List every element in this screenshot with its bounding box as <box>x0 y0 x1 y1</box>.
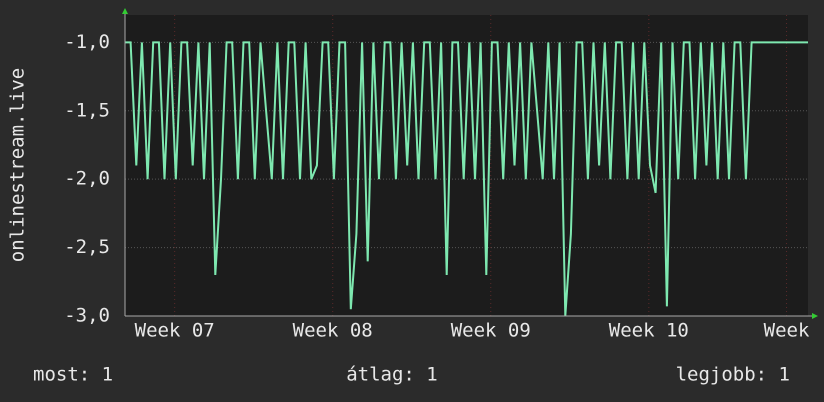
legend-avg: átlag: 1 <box>346 364 438 386</box>
x-tick-label: Week 07 <box>135 320 215 342</box>
y-tick-label: -2,0 <box>64 168 110 190</box>
x-tick-label: Week 10 <box>609 320 689 342</box>
marks <box>125 41 808 317</box>
y-tick-label: -1,0 <box>64 31 110 53</box>
x-tick-label: Week <box>764 320 810 342</box>
y-tick-label: -3,0 <box>64 305 110 327</box>
y-tick-label: -2,5 <box>64 236 110 258</box>
x-tick-label: Week 09 <box>451 320 531 342</box>
legend-max: legjobb: 1 <box>676 364 790 386</box>
x-tick-label: Week 08 <box>293 320 373 342</box>
y-tick-label: -1,5 <box>64 99 110 121</box>
y-arrow <box>122 8 128 14</box>
data-line <box>125 41 808 317</box>
y-axis-label: onlinestream.live <box>7 68 29 262</box>
legend-now: most: 1 <box>33 364 113 386</box>
x-arrow <box>812 313 818 319</box>
